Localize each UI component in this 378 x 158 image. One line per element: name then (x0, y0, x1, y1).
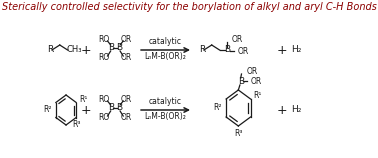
Text: R³: R³ (234, 128, 243, 137)
Text: +: + (277, 43, 288, 57)
Text: R¹: R¹ (79, 95, 88, 104)
Text: catalytic: catalytic (149, 97, 182, 106)
Text: catalytic: catalytic (149, 37, 182, 46)
Text: R: R (47, 46, 53, 55)
Text: CH₃: CH₃ (66, 46, 82, 55)
Text: +: + (277, 103, 288, 116)
Text: OR: OR (237, 46, 249, 55)
Text: +: + (81, 103, 92, 116)
Text: Sterically controlled selectivity for the borylation of alkyl and aryl C-H Bonds: Sterically controlled selectivity for th… (2, 2, 376, 12)
Text: R: R (199, 46, 205, 55)
Text: B: B (108, 103, 115, 112)
Text: B: B (116, 103, 122, 112)
Text: RO: RO (99, 54, 110, 63)
Text: B: B (116, 43, 122, 52)
Text: R³: R³ (73, 120, 81, 129)
Text: +: + (81, 43, 92, 57)
Text: OR: OR (121, 54, 132, 63)
Text: OR: OR (251, 76, 262, 85)
Text: LₙM-B(OR)₂: LₙM-B(OR)₂ (144, 112, 186, 122)
Text: RO: RO (99, 34, 110, 43)
Text: OR: OR (121, 34, 132, 43)
Text: B: B (238, 76, 244, 85)
Text: OR: OR (121, 94, 132, 103)
Text: R²: R² (214, 103, 222, 112)
Text: R²: R² (43, 106, 52, 115)
Text: LₙM-B(OR)₂: LₙM-B(OR)₂ (144, 52, 186, 61)
Text: B: B (224, 46, 231, 55)
Text: OR: OR (121, 113, 132, 122)
Text: RO: RO (99, 113, 110, 122)
Text: H₂: H₂ (291, 106, 302, 115)
Text: H₂: H₂ (291, 46, 302, 55)
Text: RO: RO (99, 94, 110, 103)
Text: R¹: R¹ (254, 91, 262, 100)
Text: OR: OR (246, 67, 257, 76)
Text: OR: OR (231, 34, 243, 43)
Text: B: B (108, 43, 115, 52)
